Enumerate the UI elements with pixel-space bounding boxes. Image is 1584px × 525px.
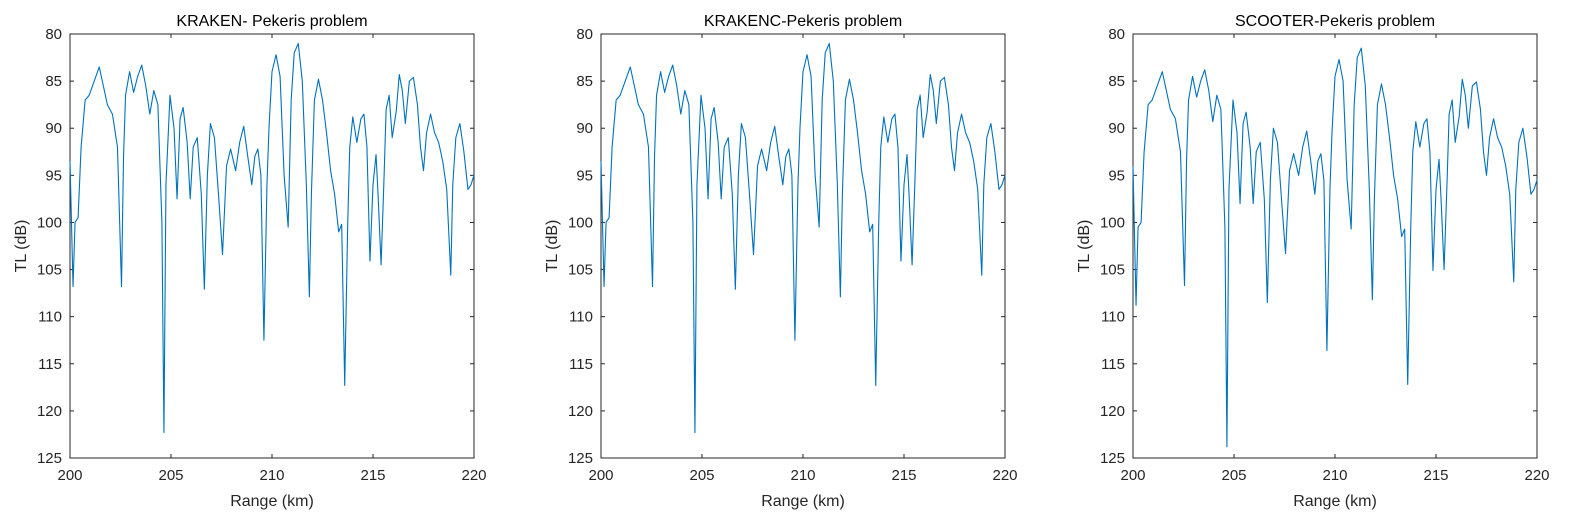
y-axis-label: TL (dB) (1076, 220, 1093, 273)
y-tick-label: 100 (37, 214, 62, 231)
x-tick-label: 205 (689, 467, 714, 484)
y-tick-label: 120 (37, 403, 62, 420)
plot-area (601, 34, 1005, 458)
x-tick-label: 205 (158, 467, 183, 484)
y-axis-label: TL (dB) (13, 220, 30, 273)
x-tick-label: 220 (992, 467, 1017, 484)
x-tick-label: 200 (1120, 467, 1145, 484)
y-tick-label: 125 (1100, 450, 1125, 467)
x-tick-label: 210 (259, 467, 284, 484)
chart-panel-krakenc: KRAKENC-Pekeris problem 200 205 210 215 220 … (544, 13, 1018, 510)
plot-area (1133, 34, 1537, 458)
x-tick-label: 200 (588, 467, 613, 484)
plot-area (70, 34, 474, 458)
x-tick-label: 215 (1423, 467, 1448, 484)
y-tick-label: 90 (1108, 120, 1125, 137)
y-tick-label: 100 (1100, 214, 1125, 231)
y-tick-label: 105 (1100, 262, 1125, 279)
x-tick-label: 200 (57, 467, 82, 484)
y-tick-label: 85 (576, 73, 593, 90)
x-tick-label: 210 (1322, 467, 1347, 484)
y-tick-label: 110 (38, 309, 62, 326)
x-tick-label: 220 (461, 467, 486, 484)
x-tick-label: 215 (360, 467, 385, 484)
x-axis-label: Range (km) (1293, 493, 1377, 510)
y-tick-label: 110 (1101, 309, 1125, 326)
y-tick-label: 120 (1100, 403, 1125, 420)
y-tick-label: 115 (569, 356, 593, 373)
y-tick-label: 85 (1108, 73, 1125, 90)
chart-panel-kraken: KRAKEN- Pekeris problem 200 205 210 215 220 … (13, 13, 487, 510)
chart-title: KRAKEN- Pekeris problem (176, 13, 367, 30)
y-tick-label: 90 (45, 120, 62, 137)
y-tick-label: 95 (1108, 167, 1125, 184)
y-tick-label: 80 (45, 26, 62, 43)
x-tick-label: 205 (1221, 467, 1246, 484)
chart-title: KRAKENC-Pekeris problem (704, 13, 902, 30)
x-tick-label: 210 (790, 467, 815, 484)
x-axis-label: Range (km) (761, 493, 845, 510)
y-tick-label: 105 (37, 262, 62, 279)
chart-title: SCOOTER-Pekeris problem (1235, 13, 1435, 30)
y-tick-label: 90 (576, 120, 593, 137)
y-tick-label: 115 (38, 356, 62, 373)
y-tick-label: 95 (576, 167, 593, 184)
y-tick-label: 95 (45, 167, 62, 184)
y-tick-label: 105 (568, 262, 593, 279)
y-tick-label: 120 (568, 403, 593, 420)
x-tick-label: 220 (1524, 467, 1549, 484)
chart-panel-scooter: SCOOTER-Pekeris problem 200 205 210 215 220 … (1076, 13, 1550, 510)
x-axis-label: Range (km) (230, 493, 314, 510)
y-tick-label: 80 (576, 26, 593, 43)
y-axis-label: TL (dB) (544, 220, 561, 273)
y-tick-label: 115 (1101, 356, 1125, 373)
y-tick-label: 100 (568, 214, 593, 231)
y-tick-label: 80 (1108, 26, 1125, 43)
y-tick-label: 125 (568, 450, 593, 467)
x-tick-label: 215 (891, 467, 916, 484)
y-tick-label: 110 (569, 309, 593, 326)
y-tick-label: 125 (37, 450, 62, 467)
y-tick-label: 85 (45, 73, 62, 90)
